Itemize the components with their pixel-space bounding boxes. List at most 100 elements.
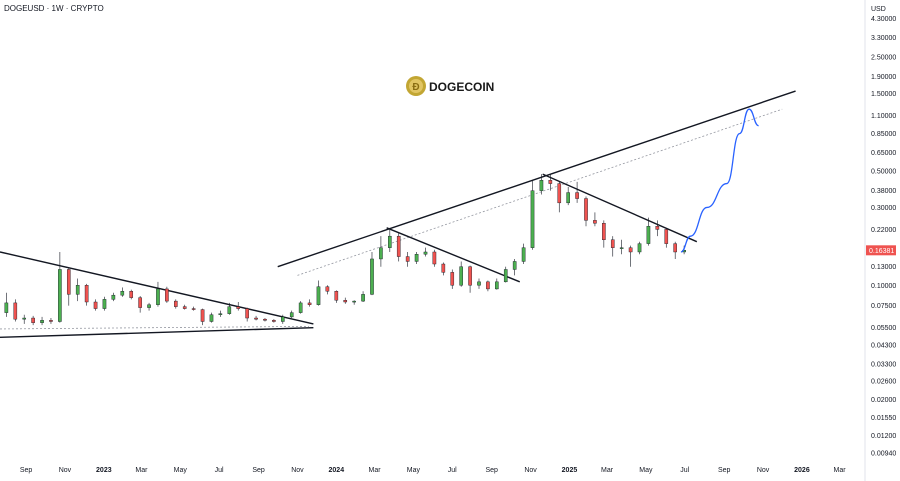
candle-body[interactable] <box>75 285 80 295</box>
candle-body[interactable] <box>584 198 588 221</box>
candle-body[interactable] <box>450 272 455 286</box>
candle-body[interactable] <box>334 290 339 301</box>
ascending-trendline-shadow[interactable] <box>297 108 783 276</box>
candle-body[interactable] <box>84 285 89 303</box>
candle-body[interactable] <box>40 320 44 323</box>
candle-body[interactable] <box>361 294 365 302</box>
candle-body[interactable] <box>628 247 633 253</box>
candle-body[interactable] <box>610 239 615 248</box>
candle-body[interactable] <box>236 306 241 309</box>
candle-body[interactable] <box>486 281 490 290</box>
candle-body[interactable] <box>31 317 35 323</box>
candle-body[interactable] <box>13 302 18 320</box>
time-tick-label: 2023 <box>96 467 112 474</box>
candle-body[interactable] <box>566 192 570 204</box>
candle-body[interactable] <box>352 300 356 303</box>
candle-body[interactable] <box>673 243 677 253</box>
candle-body[interactable] <box>325 286 330 292</box>
candle-body[interactable] <box>539 180 544 191</box>
candle-body[interactable] <box>4 302 9 313</box>
candle-body[interactable] <box>263 318 267 321</box>
candle-body[interactable] <box>459 266 463 286</box>
candle-body[interactable] <box>343 300 348 303</box>
time-axis[interactable]: Sep Nov 2023 Mar May Jul Sep Nov 2024 Mar May Jul Se… <box>20 467 846 474</box>
candle-body[interactable] <box>58 269 62 322</box>
time-tick-label: Mar <box>601 467 614 474</box>
price-axis[interactable]: 4.30000 3.30000 2.50000 1.90000 1.50000 1.100… <box>866 16 896 457</box>
currency-label[interactable]: USD <box>871 6 886 13</box>
candle-body[interactable] <box>557 183 562 204</box>
candle-body[interactable] <box>200 309 205 322</box>
candle-body[interactable] <box>245 308 249 319</box>
candle-body[interactable] <box>111 294 116 300</box>
2025-downtrend-line[interactable] <box>542 173 698 243</box>
candle-body[interactable] <box>22 317 27 320</box>
candle-body[interactable] <box>289 312 294 318</box>
candle-body[interactable] <box>530 190 535 248</box>
time-tick-label: May <box>639 467 653 474</box>
candle-body[interactable] <box>593 220 597 224</box>
candle-body[interactable] <box>120 290 125 296</box>
candle-body[interactable] <box>503 269 508 283</box>
candle-body[interactable] <box>254 317 258 320</box>
candle-body[interactable] <box>174 300 178 307</box>
candle-body[interactable] <box>405 256 410 262</box>
candle-body[interactable] <box>138 297 142 308</box>
long-term-ascending-trendline[interactable] <box>277 90 796 268</box>
candle-body[interactable] <box>664 229 669 244</box>
candle-body[interactable] <box>619 247 624 249</box>
candle-body[interactable] <box>602 223 606 240</box>
dogecoin-coin-inner <box>409 79 423 93</box>
time-tick-label: Jul <box>215 467 224 474</box>
descending-wedge-upper-trendline[interactable] <box>0 251 314 325</box>
candle-body[interactable] <box>49 320 53 322</box>
candle-body[interactable] <box>66 269 71 295</box>
last-price-tag <box>866 245 896 256</box>
wedge-shadow-trendline[interactable] <box>0 325 309 330</box>
candle-body[interactable] <box>370 258 374 295</box>
symbol-header[interactable]: DOGEUSD · 1W · CRYPTO <box>4 4 104 13</box>
candle-body[interactable] <box>102 299 107 309</box>
candle-body[interactable] <box>379 247 383 260</box>
candle-body[interactable] <box>637 243 642 253</box>
candle-body[interactable] <box>218 313 223 315</box>
candle-body[interactable] <box>388 235 392 248</box>
2024-downtrend-line[interactable] <box>386 227 521 283</box>
candle-body[interactable] <box>646 226 651 244</box>
dogecoin-logo: Ð DOGECOIN <box>406 76 494 96</box>
candle-body[interactable] <box>396 235 401 257</box>
price-tick-label: 0.01200 <box>871 433 896 440</box>
candle-body[interactable] <box>441 263 446 273</box>
candle-body[interactable] <box>182 306 187 309</box>
candle-body[interactable] <box>495 281 499 290</box>
candle-body[interactable] <box>156 288 160 305</box>
candle-body[interactable] <box>414 254 419 262</box>
candle-body[interactable] <box>512 261 517 270</box>
price-tick-label: 0.01550 <box>871 415 896 422</box>
candle-body[interactable] <box>307 302 312 305</box>
projected-price-path[interactable] <box>680 108 759 253</box>
candle-body[interactable] <box>147 304 151 308</box>
candle-body[interactable] <box>209 314 214 322</box>
candle-body[interactable] <box>316 286 321 305</box>
candle-body[interactable] <box>477 281 481 286</box>
candle-body[interactable] <box>191 308 196 310</box>
candle-body[interactable] <box>575 192 579 199</box>
candle-body[interactable] <box>432 251 437 265</box>
candle-body[interactable] <box>281 316 285 322</box>
candlestick-layer <box>4 174 686 326</box>
candle-body[interactable] <box>93 301 98 309</box>
price-tick-label: 1.10000 <box>871 113 896 120</box>
candle-body[interactable] <box>468 266 472 286</box>
descending-wedge-lower-trendline[interactable] <box>0 326 314 339</box>
candle-body[interactable] <box>227 306 232 314</box>
candle-body[interactable] <box>423 251 428 255</box>
candle-body[interactable] <box>521 247 526 262</box>
candle-body[interactable] <box>298 302 303 313</box>
candle-body[interactable] <box>165 288 169 302</box>
candle-body[interactable] <box>548 180 553 184</box>
candle-body[interactable] <box>272 320 276 322</box>
candle-body[interactable] <box>129 290 134 298</box>
candle-body[interactable] <box>655 226 660 230</box>
